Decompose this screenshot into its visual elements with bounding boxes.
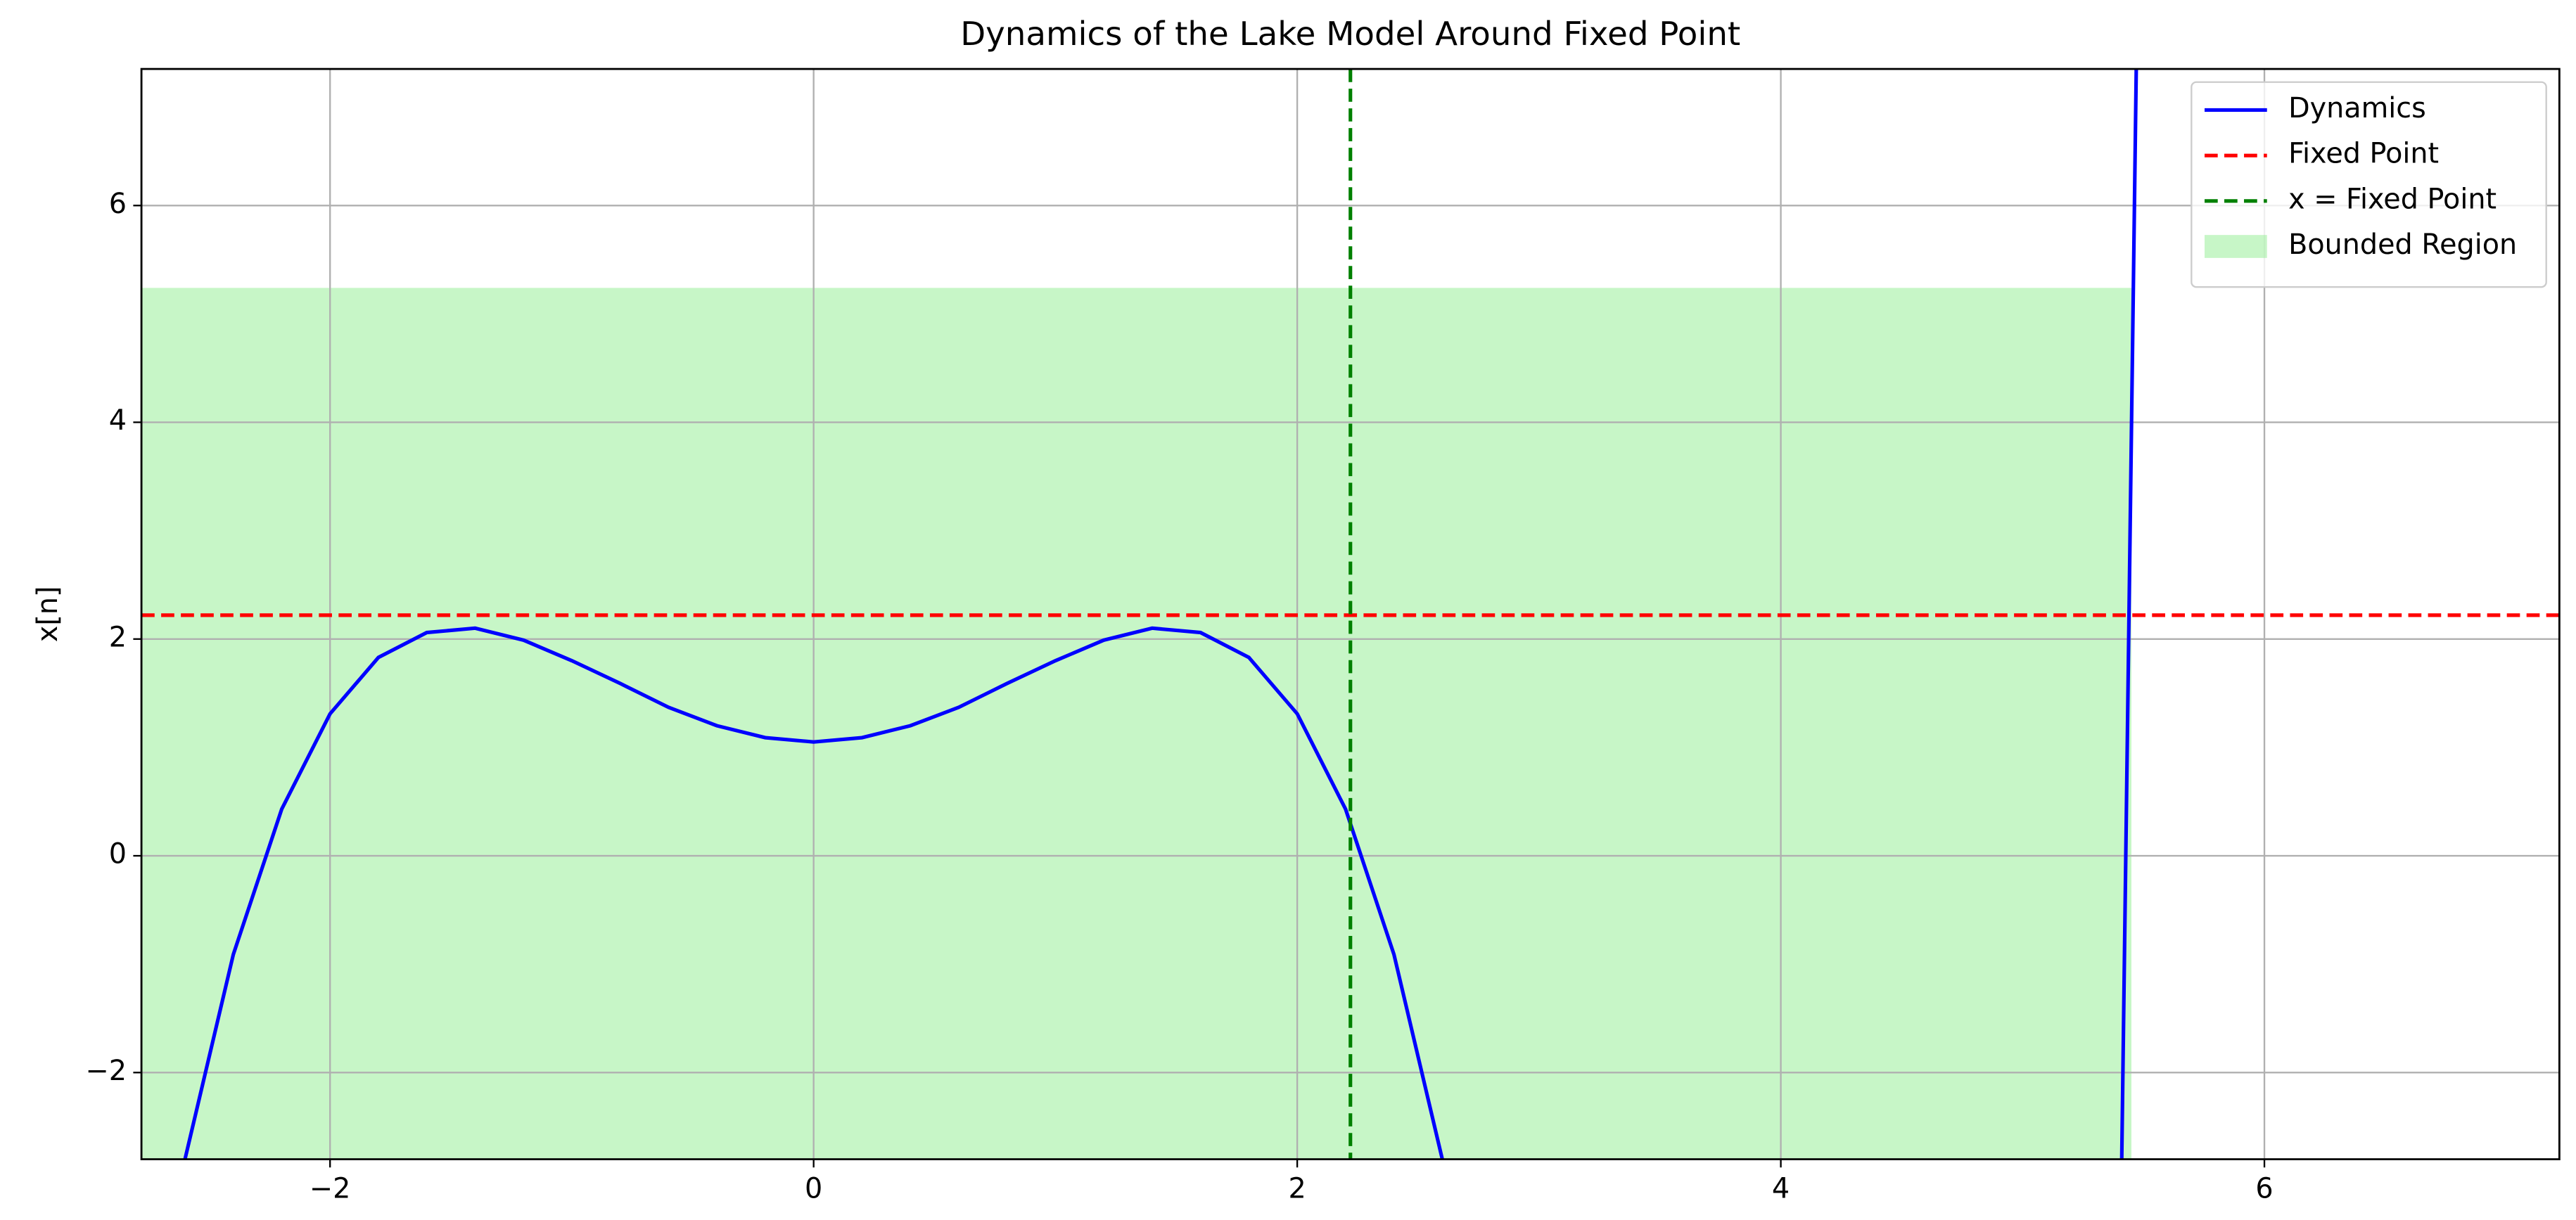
- x-tick-label: 2: [1288, 1172, 1306, 1205]
- chart-title: Dynamics of the Lake Model Around Fixed …: [960, 15, 1740, 53]
- y-tick-label: −2: [86, 1055, 127, 1087]
- legend-swatch: [2205, 235, 2267, 258]
- y-tick-label: 0: [109, 838, 127, 871]
- x-tick-label: −2: [310, 1172, 351, 1205]
- legend-box: [2191, 81, 2547, 288]
- bounded-region: [141, 288, 2131, 1160]
- x-tick-label: 4: [1772, 1172, 1790, 1205]
- dynamics-line: [183, 69, 2138, 1160]
- regions: [141, 288, 2131, 1160]
- axes: −2 0 2 4 6 −2 0 2 4 6: [86, 68, 2561, 1205]
- grid: [141, 69, 2560, 1160]
- y-axis-label: x[n]: [32, 586, 64, 643]
- legend-label: x = Fixed Point: [2288, 183, 2497, 215]
- legend: Dynamics Fixed Point x = Fixed Point Bounde…: [2191, 81, 2547, 288]
- y-tick-label: 2: [109, 621, 127, 653]
- legend-label: Bounded Region: [2288, 229, 2517, 261]
- y-tick-label: 6: [109, 188, 127, 220]
- x-tick-label: 0: [805, 1172, 822, 1205]
- plot-frame: [140, 68, 2561, 1161]
- x-tick-label: 6: [2255, 1172, 2273, 1205]
- legend-label: Fixed Point: [2288, 138, 2439, 170]
- y-tick-label: 4: [109, 404, 127, 437]
- legend-label: Dynamics: [2288, 92, 2426, 124]
- plot-area: [141, 69, 2560, 1160]
